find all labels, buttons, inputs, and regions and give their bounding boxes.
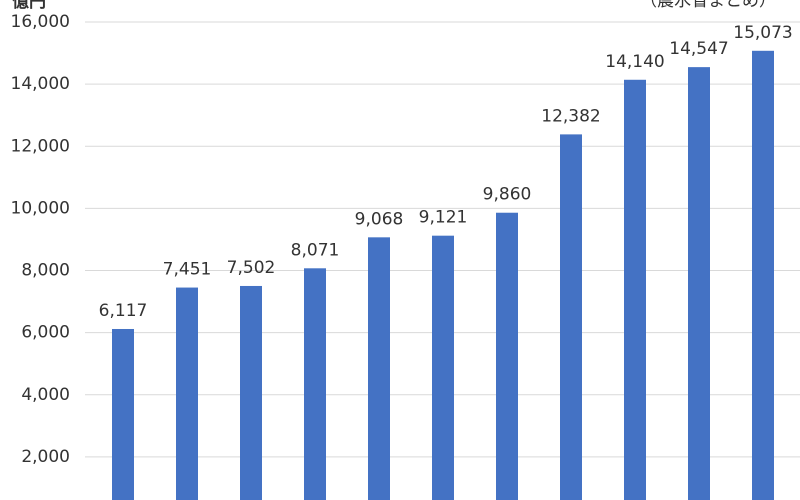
bar xyxy=(240,285,262,500)
data-label: 15,073 xyxy=(733,23,792,43)
y-tick-label: 14,000 xyxy=(11,74,70,94)
data-label: 14,140 xyxy=(605,52,664,72)
annotation: （農水省まとめ） xyxy=(640,0,776,11)
y-tick-label: 4,000 xyxy=(21,385,70,405)
y-axis-label: 億円 xyxy=(12,0,46,12)
bar xyxy=(368,237,390,500)
data-label: 9,860 xyxy=(483,185,532,205)
bar xyxy=(624,79,646,500)
bar xyxy=(304,268,326,500)
bar xyxy=(496,212,518,500)
data-label: 8,071 xyxy=(291,240,340,260)
data-label: 9,068 xyxy=(355,209,404,229)
data-label: 6,117 xyxy=(99,301,148,321)
bar xyxy=(560,134,582,500)
data-label: 12,382 xyxy=(541,106,600,126)
bar xyxy=(176,287,198,500)
bar xyxy=(752,50,774,500)
data-label: 9,121 xyxy=(419,208,468,228)
data-label: 7,451 xyxy=(163,260,212,280)
data-label: 7,502 xyxy=(227,258,276,278)
y-tick-label: 16,000 xyxy=(11,12,70,32)
y-tick-label: 12,000 xyxy=(11,136,70,156)
data-label: 14,547 xyxy=(669,39,728,59)
y-tick-label: 6,000 xyxy=(21,323,70,343)
bar xyxy=(112,328,134,500)
y-tick-label: 8,000 xyxy=(21,261,70,281)
bar xyxy=(432,235,454,500)
y-tick-label: 10,000 xyxy=(11,198,70,218)
y-tick-label: 2,000 xyxy=(21,447,70,467)
bar xyxy=(688,67,710,500)
